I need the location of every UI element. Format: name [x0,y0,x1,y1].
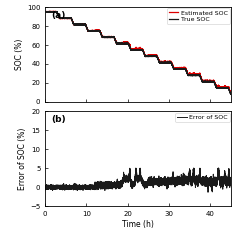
Line: Error of SOC: Error of SOC [45,168,231,192]
Estimated SOC [44,10,47,13]
Estimated SOC [229,92,232,95]
True SOC [94,29,96,32]
Error of SOC [157,178,160,180]
X-axis label: Time (h): Time (h) [122,220,154,229]
Error of SOC [128,167,131,170]
True SOC [229,93,232,96]
Estimated SOC [157,58,160,61]
Y-axis label: SOC (%): SOC (%) [15,39,24,70]
True SOC [55,10,57,13]
Error of SOC [160,180,163,183]
True SOC [190,74,193,77]
Error of SOC [226,182,229,185]
Error of SOC [94,185,96,188]
True SOC [160,61,163,64]
True SOC [229,93,232,96]
Legend: Error of SOC: Error of SOC [175,113,230,122]
Line: True SOC: True SOC [45,11,231,94]
Error of SOC [190,182,193,185]
Error of SOC [44,185,47,188]
Estimated SOC [55,10,57,13]
Y-axis label: Error of SOC (%): Error of SOC (%) [18,128,27,190]
Estimated SOC [94,29,96,32]
Estimated SOC [226,85,229,88]
True SOC [44,10,47,13]
Text: (a): (a) [51,11,65,20]
Estimated SOC [229,92,232,95]
Legend: Estimated SOC, True SOC: Estimated SOC, True SOC [167,8,230,24]
True SOC [226,86,229,89]
Estimated SOC [190,73,193,76]
Error of SOC [229,181,232,184]
True SOC [48,10,51,13]
Error of SOC [207,191,209,194]
Error of SOC [55,184,57,187]
Estimated SOC [52,10,55,13]
Text: (b): (b) [51,115,65,124]
Estimated SOC [160,61,163,64]
Line: Estimated SOC: Estimated SOC [45,11,231,94]
True SOC [157,59,160,62]
